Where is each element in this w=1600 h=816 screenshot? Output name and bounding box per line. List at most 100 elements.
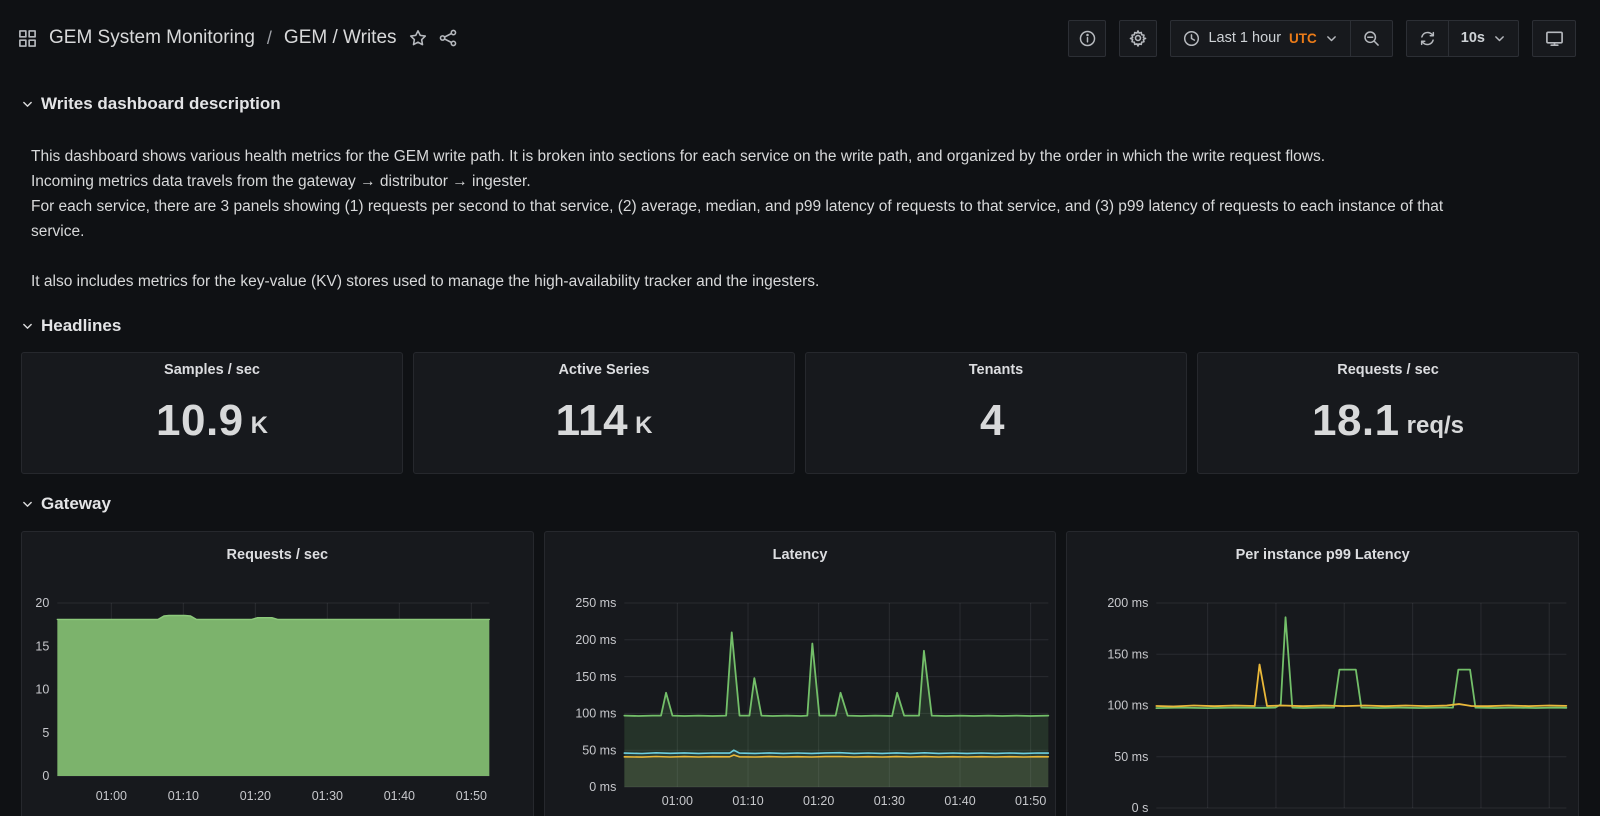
timezone-label: UTC [1289,30,1317,46]
chart-panel-latency: 01:00 01:10 01:20 01:30 01:40 01:50 0 ms 50 ms 1… [543,531,1057,816]
svg-text:200 ms: 200 ms [575,633,616,647]
apps-icon [19,29,36,47]
refresh-interval-picker[interactable]: 10s [1447,20,1518,56]
breadcrumb: GEM System Monitoring / GEM / Writes [18,27,457,49]
svg-text:01:20: 01:20 [803,794,834,808]
svg-text:0: 0 [42,769,49,783]
dashboard-description-text: This dashboard shows various health metr… [21,144,1579,294]
section-header-description[interactable]: Writes dashboard description [21,84,1579,124]
panel-title[interactable]: Requests / sec [1337,362,1439,378]
stat-value: 4 [980,395,1005,445]
svg-text:50 ms: 50 ms [1115,750,1149,764]
gear-icon [1130,30,1147,47]
share-icon [439,29,456,47]
chevron-down-icon [1326,35,1336,41]
share-button[interactable] [439,29,457,47]
monitor-icon [1545,30,1563,46]
svg-text:01:30: 01:30 [873,794,904,808]
time-picker-group: Last 1 hour UTC [1170,19,1393,57]
stat-unit: K [635,411,653,439]
toolbar: Last 1 hour UTC 10s [1068,19,1576,57]
svg-text:01:00: 01:00 [661,794,692,808]
stat-value: 10.9 [156,395,244,445]
section-title-description: Writes dashboard description [41,94,281,113]
chevron-down-icon [1495,35,1504,41]
stat-panel-active-series: Active Series 114 K [413,352,795,474]
breadcrumb-folder[interactable]: GEM System Monitoring [49,27,255,48]
dashboard-settings-button[interactable] [1119,19,1158,57]
panel-title[interactable]: Per instance p99 Latency [1235,547,1410,563]
latency-chart[interactable]: 01:00 01:10 01:20 01:30 01:40 01:50 0 ms 50 ms 1… [545,532,1056,816]
svg-text:250 ms: 250 ms [575,596,616,610]
zoom-out-time-button[interactable] [1349,20,1392,56]
panel-title[interactable]: Tenants [968,362,1024,378]
dashboard-info-button[interactable] [1068,19,1107,57]
svg-text:50 ms: 50 ms [582,743,616,757]
section-header-headlines[interactable]: Headlines [21,306,1579,346]
section-title-gateway: Gateway [41,494,111,513]
svg-text:200 ms: 200 ms [1108,596,1149,610]
requests-per-sec-chart[interactable]: 01:00 01:10 01:20 01:30 01:40 01:50 0 5 10 15 20 [22,532,533,816]
description-line: service. [31,223,85,240]
description-line: For each service, there are 3 panels sho… [31,198,1444,215]
svg-text:100 ms: 100 ms [1108,699,1149,713]
description-line: This dashboard shows various health metr… [31,148,1326,165]
svg-text:01:10: 01:10 [168,789,199,803]
refresh-button[interactable] [1407,21,1448,56]
svg-text:10: 10 [35,683,49,697]
svg-text:150 ms: 150 ms [1108,648,1149,662]
chart-panel-requests-per-sec: 01:00 01:10 01:20 01:30 01:40 01:50 0 5 10 15 20 R… [21,531,534,816]
svg-text:150 ms: 150 ms [575,670,616,684]
stat-panel-requests-per-sec: Requests / sec 18.1 req/s [1197,352,1579,474]
chevron-down-icon [23,501,32,507]
stat-unit: req/s [1406,411,1464,439]
dashboard-body: Writes dashboard description This dashbo… [0,84,1600,816]
svg-text:100 ms: 100 ms [575,707,616,721]
stat-unit: K [250,411,268,439]
zoom-out-icon [1364,30,1379,46]
svg-text:01:40: 01:40 [944,794,975,808]
breadcrumb-separator: / [266,27,272,48]
panel-title[interactable]: Samples / sec [164,362,260,378]
info-icon [1079,30,1096,46]
svg-text:15: 15 [35,640,49,654]
description-line [31,244,1579,269]
section-header-gateway[interactable]: Gateway [21,484,1579,524]
refresh-group: 10s [1405,19,1519,57]
svg-text:01:10: 01:10 [732,794,763,808]
description-line: It also includes metrics for the key-val… [31,273,820,290]
svg-text:01:00: 01:00 [96,789,127,803]
panel-title[interactable]: Requests / sec [226,547,329,563]
panel-title[interactable]: Active Series [558,362,650,378]
refresh-interval-label: 10s [1460,30,1485,46]
stat-panel-samples-per-sec: Samples / sec 10.9 K [21,352,403,474]
svg-text:01:50: 01:50 [456,789,487,803]
chevron-down-icon [23,101,32,107]
svg-text:01:40: 01:40 [384,789,415,803]
panel-title[interactable]: Latency [772,547,828,563]
svg-text:01:20: 01:20 [240,789,271,803]
gateway-chart-row: 01:00 01:10 01:20 01:30 01:40 01:50 0 5 10 15 20 R… [21,531,1580,816]
svg-text:5: 5 [42,726,49,740]
svg-text:01:30: 01:30 [312,789,343,803]
svg-text:0 ms: 0 ms [589,780,616,794]
favorite-button[interactable] [409,29,427,47]
svg-text:0 s: 0 s [1132,801,1149,815]
star-icon [409,30,426,46]
breadcrumb-dashboard-title[interactable]: GEM / Writes [283,27,397,48]
refresh-icon [1420,31,1434,45]
top-bar: GEM System Monitoring / GEM / Writes [0,0,1600,76]
headlines-stat-row: Samples / sec 10.9 K Active Series 114 K… [21,352,1579,474]
time-range-label: Last 1 hour [1208,30,1282,46]
description-line: Incoming metrics data travels from the g… [31,173,531,190]
kiosk-mode-button[interactable] [1532,19,1576,57]
clock-icon [1184,30,1200,46]
section-title-headlines: Headlines [41,316,122,335]
stat-panel-tenants: Tenants 4 [805,352,1187,474]
svg-text:20: 20 [35,596,49,610]
time-range-picker[interactable]: Last 1 hour UTC [1171,21,1349,56]
svg-text:01:50: 01:50 [1015,794,1046,808]
chevron-down-icon [23,323,32,329]
